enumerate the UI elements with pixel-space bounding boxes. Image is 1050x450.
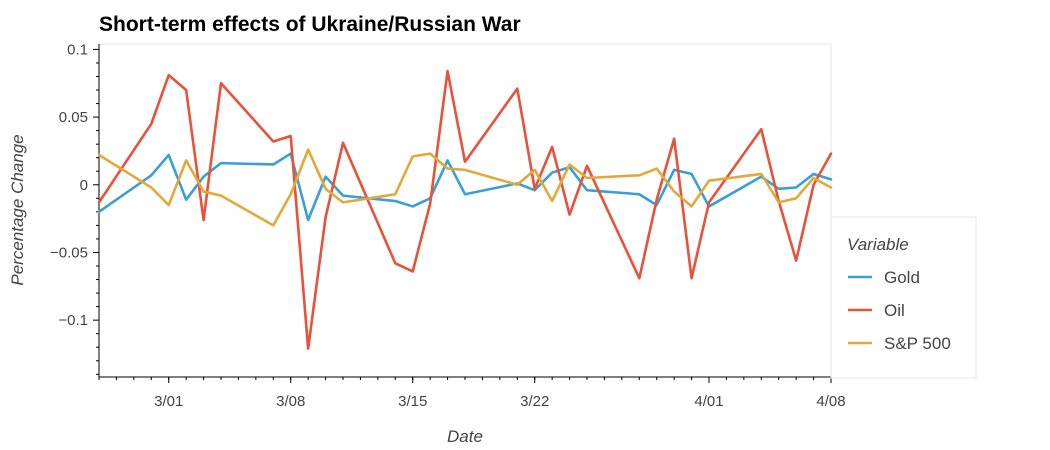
legend-label: Gold — [884, 268, 920, 287]
x-tick-label: 4/08 — [816, 393, 845, 410]
x-axis: 3/01 3/08 3/15 3/22 4/01 4/08 — [98, 376, 846, 410]
series-line-oil — [97, 69, 833, 350]
legend-label: S&P 500 — [884, 334, 951, 353]
series-layer — [97, 69, 833, 350]
y-tick-label: 0 — [80, 177, 88, 194]
y-tick-label: −0.1 — [58, 312, 88, 329]
legend-label: Oil — [884, 301, 905, 320]
x-tick-label: 3/01 — [154, 393, 183, 410]
y-tick-label: −0.05 — [50, 244, 88, 261]
y-axis-title: Percentage Change — [8, 134, 27, 285]
x-tick-label: 3/08 — [276, 393, 305, 410]
y-tick-label: 0.05 — [59, 109, 88, 126]
legend-box — [830, 216, 977, 379]
legend-title: Variable — [847, 235, 909, 254]
x-tick-label: 3/22 — [520, 393, 549, 410]
y-axis: 0.1 0.05 0 −0.05 −0.1 — [50, 41, 100, 377]
series-line-s-p-500 — [97, 148, 833, 227]
x-tick-label: 3/15 — [398, 393, 427, 410]
x-axis-title: Date — [447, 427, 483, 446]
y-tick-label: 0.1 — [67, 41, 88, 58]
chart-title: Short-term effects of Ukraine/Russian Wa… — [99, 13, 521, 36]
legend: Variable Gold Oil S&P 500 — [830, 216, 977, 379]
plot-area — [98, 43, 832, 378]
x-tick-label: 4/01 — [694, 393, 723, 410]
